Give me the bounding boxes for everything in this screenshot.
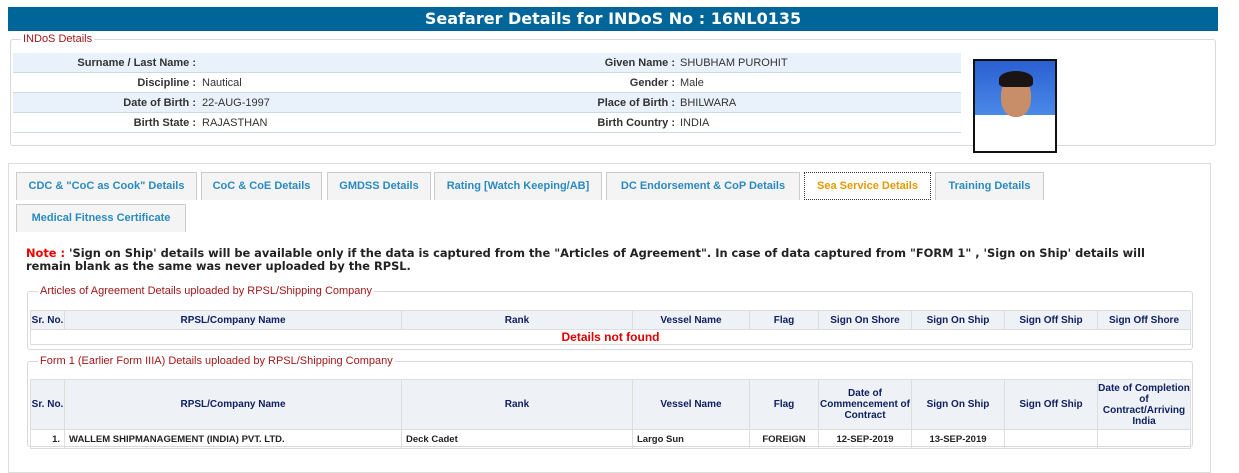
tab-coc-coe-details[interactable]: CoC & CoE Details [201, 172, 322, 200]
col-header: Date of Commencement of Contract [818, 379, 912, 430]
sign-on-ship: 13-SEP-2019 [911, 429, 1005, 449]
place-of-birth-value: BHILWARA [680, 97, 737, 109]
indos-legend: INDoS Details [23, 33, 93, 45]
col-header: RPSL/Company Name [64, 379, 402, 430]
col-header: Flag [749, 379, 819, 430]
col-header: Flag [749, 310, 819, 330]
place-of-birth-label: Place of Birth : [597, 97, 675, 109]
articles-section: Articles of Agreement Details uploaded b… [27, 285, 1193, 350]
articles-legend: Articles of Agreement Details uploaded b… [40, 285, 373, 297]
tab-sea-service-details[interactable]: Sea Service Details [804, 172, 931, 200]
page-title: Seafarer Details for INDoS No : 16NL0135 [8, 7, 1218, 31]
birth-country-value: INDIA [680, 117, 710, 129]
col-header: Sign On Shore [818, 310, 912, 330]
col-header: Rank [401, 379, 633, 430]
info-row: Date of Birth : 22-AUG-1997 Place of Birt… [13, 93, 961, 113]
note-text: Note : 'Sign on Ship' details will be av… [26, 247, 1186, 273]
form1-legend: Form 1 (Earlier Form IIIA) Details uploa… [40, 355, 393, 367]
indos-details-section: INDoS Details Surname / Last Name : Give… [10, 33, 1216, 153]
commencement-date: 12-SEP-2019 [818, 429, 912, 449]
discipline-value: Nautical [202, 77, 242, 89]
form1-table: Sr. No. RPSL/Company Name Rank Vessel Name F… [30, 379, 1191, 449]
vessel-name: Largo Sun [632, 429, 750, 449]
birth-country-label: Birth Country : [597, 117, 675, 129]
col-header: Date of Completion of Contract/Arriving … [1097, 379, 1191, 430]
col-header: Sign Off Shore [1097, 310, 1191, 330]
tab-medical-fitness[interactable]: Medical Fitness Certificate [16, 204, 186, 232]
details-not-found: Details not found [30, 329, 1191, 345]
seafarer-photo [973, 59, 1057, 153]
tab-cdc-details[interactable]: CDC & "CoC as Cook" Details [16, 172, 197, 200]
gender-label: Gender : [629, 77, 675, 89]
birth-state-label: Birth State : [133, 117, 196, 129]
note-label: Note : [26, 246, 66, 260]
table-row: 1. WALLEM SHIPMANAGEMENT (INDIA) PVT. LT… [30, 429, 1191, 449]
sr-no: 1. [30, 429, 65, 449]
tab-rating[interactable]: Rating [Watch Keeping/AB] [434, 172, 602, 200]
company-name: WALLEM SHIPMANAGEMENT (INDIA) PVT. LTD. [64, 429, 402, 449]
info-row: Birth State : RAJASTHAN Birth Country : IN… [13, 113, 961, 133]
col-header: Sign On Ship [911, 310, 1005, 330]
tab-dc-endorsement[interactable]: DC Endorsement & CoP Details [606, 172, 800, 200]
col-header: Sign On Ship [911, 379, 1005, 430]
gender-value: Male [680, 77, 704, 89]
surname-label: Surname / Last Name : [77, 57, 196, 69]
given-name-label: Given Name : [604, 57, 675, 69]
col-header: RPSL/Company Name [64, 310, 402, 330]
dob-value: 22-AUG-1997 [202, 97, 270, 109]
flag: FOREIGN [749, 429, 819, 449]
completion-date [1097, 429, 1191, 449]
col-header: Vessel Name [632, 379, 750, 430]
given-name-value: SHUBHAM PUROHIT [680, 57, 788, 69]
table-header-row: Sr. No. RPSL/Company Name Rank Vessel Name F… [30, 310, 1191, 330]
form1-section: Form 1 (Earlier Form IIIA) Details uploa… [27, 355, 1193, 449]
col-header: Sr. No. [30, 310, 65, 330]
col-header: Sr. No. [30, 379, 65, 430]
table-header-row: Sr. No. RPSL/Company Name Rank Vessel Name F… [30, 379, 1191, 430]
birth-state-value: RAJASTHAN [202, 117, 268, 129]
tab-training-details[interactable]: Training Details [935, 172, 1044, 200]
info-row: Surname / Last Name : Given Name : SHUBHA… [13, 53, 961, 73]
articles-table: Sr. No. RPSL/Company Name Rank Vessel Name F… [30, 310, 1191, 345]
tab-gmdss-details[interactable]: GMDSS Details [327, 172, 431, 200]
col-header: Sign Off Ship [1004, 379, 1098, 430]
sign-off-ship [1004, 429, 1098, 449]
rank: Deck Cadet [401, 429, 633, 449]
discipline-label: Discipline : [137, 77, 196, 89]
info-row: Discipline : Nautical Gender : Male [13, 73, 961, 93]
col-header: Vessel Name [632, 310, 750, 330]
col-header: Sign Off Ship [1004, 310, 1098, 330]
col-header: Rank [401, 310, 633, 330]
note-body: 'Sign on Ship' details will be available… [26, 246, 1145, 273]
dob-label: Date of Birth : [123, 97, 196, 109]
